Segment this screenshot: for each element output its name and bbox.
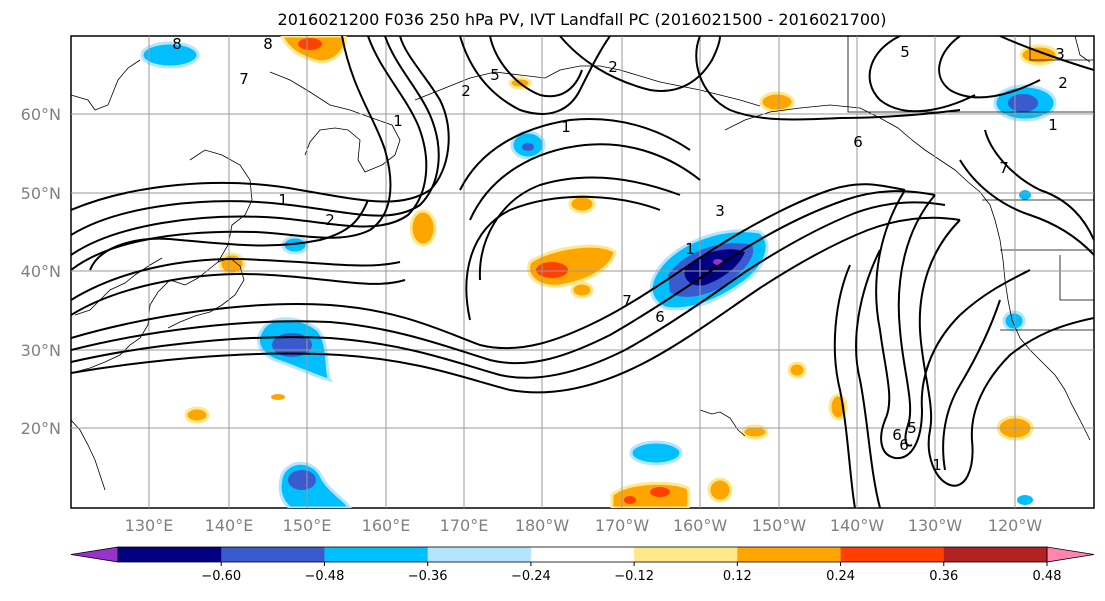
colorbar-segment [324, 547, 429, 562]
contour-label: 3 [715, 202, 725, 220]
contour-label: 7 [622, 292, 632, 310]
colorbar-outline [117, 546, 1048, 563]
pv-contours [71, 36, 1094, 508]
longitude-label: 160°W [673, 516, 728, 535]
colorbar-segment [943, 547, 1048, 562]
contour-label: 7 [999, 159, 1009, 177]
colorbar-segment [737, 547, 842, 562]
contour-label: 2 [461, 82, 471, 100]
contour-label: 1 [932, 456, 942, 474]
longitude-label: 130°W [908, 516, 963, 535]
contour-label: 1 [1048, 116, 1058, 134]
colorbar: −0.60 −0.48 −0.36 −0.24 −0.12 0.12 0.24 0.36 0.4… [70, 546, 1095, 584]
contour-label: 2 [608, 58, 618, 76]
contour-label: 6 [899, 436, 909, 454]
longitude-label: 120°W [988, 516, 1043, 535]
contour-label: 1 [393, 112, 403, 130]
colorbar-segment [221, 547, 325, 562]
colorbar-tick-label: −0.24 [511, 569, 551, 584]
contour-label: 6 [655, 308, 665, 326]
colorbar-segment [840, 547, 945, 562]
colorbar-segment [427, 547, 532, 562]
longitude-label: 130°E [125, 516, 174, 535]
longitude-label: 140°E [205, 516, 254, 535]
contour-label: 1 [561, 118, 571, 136]
contour-label: 2 [1058, 74, 1068, 92]
contour-label: 5 [490, 66, 500, 84]
contour-label: 8 [263, 35, 273, 53]
contour-label: 1 [278, 191, 288, 209]
colorbar-tick-label: −0.60 [201, 569, 241, 584]
colorbar-tick-label: 0.12 [723, 569, 752, 584]
latitude-axis: 60°N 50°N 40°N 30°N 20°N [21, 105, 61, 438]
latitude-label: 30°N [21, 341, 61, 360]
contour-labels: 8 7 1 2 8 2 1 5 2 1 6 3 1 7 6 5 2 1 7 1 [172, 35, 1068, 474]
colorbar-tick-label: −0.48 [305, 569, 345, 584]
longitude-label: 150°W [752, 516, 807, 535]
colorbar-extend-high [1046, 546, 1095, 563]
longitude-label: 180°W [515, 516, 570, 535]
longitude-axis: 130°E 140°E 150°E 160°E 170°E 180°W 170°… [125, 516, 1043, 535]
longitude-label: 170°E [440, 516, 489, 535]
figure-title: 2016021200 F036 250 hPa PV, IVT Landfall… [278, 10, 887, 29]
colorbar-tick-label: 0.36 [929, 569, 958, 584]
contour-label: 1 [685, 240, 695, 258]
map-panel: 8 7 1 2 8 2 1 5 2 1 6 3 1 7 6 5 2 1 7 1 [21, 35, 1095, 535]
contour-label: 6 [892, 426, 902, 444]
latitude-label: 40°N [21, 262, 61, 281]
colorbar-segment [118, 547, 222, 562]
colorbar-tick-label: 0.48 [1033, 569, 1062, 584]
contour-label: 8 [172, 35, 182, 53]
longitude-label: 140°W [830, 516, 885, 535]
contour-label: 6 [853, 133, 863, 151]
colorbar-tick-label: 0.24 [826, 569, 855, 584]
colorbar-segment [530, 547, 635, 562]
contour-label: 7 [239, 70, 249, 88]
colorbar-tick-label: −0.36 [408, 569, 448, 584]
longitude-label: 170°W [595, 516, 650, 535]
colorbar-ticks: −0.60 −0.48 −0.36 −0.24 −0.12 0.12 0.24 0.36 0.4… [201, 562, 1062, 584]
colorbar-segment [634, 547, 738, 562]
colorbar-extend-low [70, 546, 119, 563]
contour-label: 5 [907, 419, 917, 437]
latitude-label: 20°N [21, 419, 61, 438]
contour-label: 2 [325, 211, 335, 229]
colorbar-tick-label: −0.12 [614, 569, 654, 584]
contour-label: 5 [900, 43, 910, 61]
latitude-label: 60°N [21, 105, 61, 124]
longitude-label: 160°E [362, 516, 411, 535]
contour-label: 3 [1055, 45, 1065, 63]
latitude-label: 50°N [21, 184, 61, 203]
longitude-label: 150°E [283, 516, 332, 535]
colorbar-segments [70, 546, 1095, 563]
